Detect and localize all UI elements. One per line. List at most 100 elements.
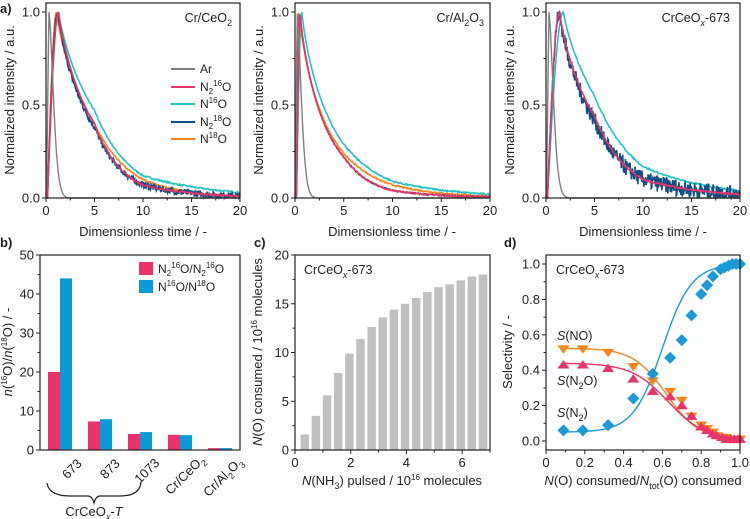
point-sn2o-9	[701, 425, 714, 434]
point-sn2o-7	[685, 411, 698, 420]
bars	[300, 274, 488, 451]
y-tick-label: 0.2	[522, 398, 540, 413]
bar-3	[333, 373, 343, 450]
panel-b-isotope-ratio: 0 10 20 30 40 50 n(16O)/n(18O) / - N216O/N216…	[0, 248, 248, 519]
y-tick-label: 0.0	[522, 434, 540, 449]
legend-item-n2o-ratio: N216O/N216O	[139, 261, 224, 278]
sample-annotation: Cr/CeO2	[185, 11, 232, 28]
y-tick-label: 0.5	[522, 98, 540, 113]
x-tick-label: 1.0	[731, 455, 749, 470]
series-line-n-16o	[295, 11, 491, 199]
legend-label: N216O	[200, 79, 231, 96]
category-label: Cr/Al2O3	[200, 454, 247, 501]
bar-n2o-2	[128, 434, 140, 450]
x-tick-label: 0.6	[653, 455, 671, 470]
point-sn2-5	[664, 351, 677, 364]
x-tick-label: 0	[291, 455, 298, 470]
x-tick-label: 0.4	[615, 455, 633, 470]
y-axis-title: n(16O)/n(18O) / -	[0, 308, 15, 397]
panel-label-d: d)	[504, 235, 516, 250]
x-tick-label: 0.8	[692, 455, 710, 470]
panel-label-b: b)	[0, 235, 12, 250]
category-label: 673	[59, 456, 85, 482]
x-tick-label: 5	[591, 203, 598, 218]
series-line-n-18o	[46, 11, 241, 199]
y-tick-label: 0.5	[22, 98, 40, 113]
x-axis-title: Dimensionless time / -	[79, 224, 207, 239]
bar-5	[356, 338, 365, 450]
x-tick-label: 15	[184, 203, 198, 218]
y-tick-label: 0.8	[522, 292, 540, 307]
bars	[48, 278, 232, 450]
curves	[294, 11, 491, 199]
x-tick-label: 10	[636, 203, 650, 218]
series-line-n-16o	[46, 11, 240, 199]
x-tick-label: 15	[434, 203, 448, 218]
series-line-ar	[545, 12, 740, 199]
legend-label: N16O	[200, 96, 227, 111]
panel-a-cr-ceo2: 0 5 10 15 20 0.0 0.5 1.0 Dimensionless time / -…	[2, 2, 247, 239]
y-tick-label: 0.0	[522, 191, 540, 206]
y-tick-label: 1.0	[22, 5, 40, 20]
x-tick-label: 0	[542, 203, 549, 218]
point-sn2o-5	[664, 391, 677, 401]
point-sno-4	[646, 377, 659, 386]
bar-12	[434, 287, 443, 450]
y-tick-label: 0.4	[522, 363, 540, 378]
point-sn2o-4	[646, 386, 659, 396]
x-tick-label: 5	[340, 203, 347, 218]
bar-no-0	[60, 278, 72, 450]
sample-annotation: CrCeOx-673	[662, 11, 730, 28]
point-sn2-2	[602, 419, 615, 432]
group-label: CrCeOx-T	[65, 504, 123, 519]
point-sn2o-2	[602, 363, 615, 373]
x-tick-label: 10	[136, 203, 150, 218]
panel-a-crceox-673: 0 5 10 15 20 0.0 0.5 1.0 Dimensionless time / -…	[502, 2, 747, 239]
sample-annotation: CrCeOx-673	[304, 263, 372, 280]
legend-item-n-18o: N18O	[171, 131, 227, 146]
series-line-n2-18o	[46, 11, 241, 201]
point-sn2o-8	[695, 422, 708, 431]
x-tick-label: 5	[91, 203, 98, 218]
legend-item-ar: Ar	[171, 62, 212, 76]
x-axis-title: Dimensionless time / -	[579, 224, 707, 239]
bar-14	[456, 280, 465, 450]
point-sn2-3	[627, 392, 640, 405]
sample-annotation: Cr/Al2O3	[436, 11, 484, 28]
point-sn2-6	[675, 334, 688, 347]
plot-frame	[545, 2, 741, 199]
point-sn2-4	[646, 367, 659, 380]
legend: N216O/N216O N16O/N18O	[139, 261, 224, 294]
bar-2	[322, 395, 332, 450]
y-tick-label: 0.5	[271, 98, 289, 113]
y-axis-title: N(O) consumed / 1016 molecules	[250, 257, 265, 446]
x-tick-label: 4	[403, 455, 410, 470]
label-s-n2o: S(N2O)	[557, 374, 597, 391]
plot-frame	[294, 2, 491, 199]
legend-item-n-16o: N16O	[171, 96, 227, 111]
series-line-n2-16o	[295, 14, 491, 199]
bar-n2o-0	[48, 372, 60, 450]
x-tick-label: 6	[459, 455, 466, 470]
legend-label: N16O/N18O	[158, 279, 215, 294]
point-sn2-0	[557, 424, 570, 437]
ticks: 0 5 10 15 20 0.0 0.5 1.0	[22, 5, 247, 219]
y-tick-label: 50	[20, 248, 34, 263]
label-s-n2: S(N2)	[557, 406, 588, 423]
point-sn2o-1	[576, 360, 589, 369]
series-line-n-18o	[295, 12, 491, 199]
y-tick-label: 5	[282, 394, 289, 409]
y-tick-label: 1.0	[522, 5, 540, 20]
y-tick-label: 20	[20, 365, 34, 380]
legend-label: N218O	[200, 114, 231, 131]
curves	[45, 11, 241, 201]
legend-item-no-ratio: N16O/N18O	[139, 279, 215, 294]
y-axis-title: Normalized intensity / a.u.	[2, 25, 17, 175]
legend-item-n2-16o: N216O	[171, 79, 231, 96]
bar-n2o-4	[208, 448, 220, 450]
y-tick-label: 30	[20, 326, 34, 341]
bar-no-2	[140, 432, 152, 450]
point-sn2-7	[685, 309, 698, 322]
point-sn2-10	[706, 270, 719, 283]
